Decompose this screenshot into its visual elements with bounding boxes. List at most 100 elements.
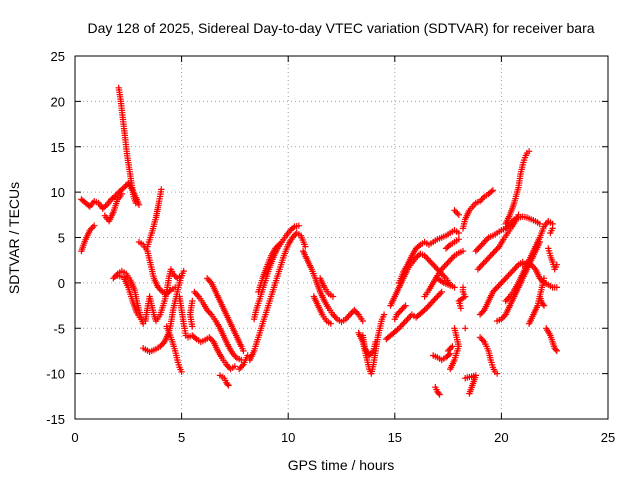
data-point bbox=[493, 246, 500, 253]
data-point bbox=[462, 375, 469, 382]
data-point bbox=[476, 198, 484, 205]
series-arc-y bbox=[359, 332, 379, 359]
y-axis-label: SDTVAR / TECUs bbox=[6, 182, 22, 294]
data-point bbox=[428, 260, 435, 267]
series-arc-as bbox=[536, 293, 548, 309]
data-point bbox=[482, 237, 489, 244]
data-point bbox=[427, 258, 434, 265]
data-point bbox=[192, 290, 199, 297]
series-arc-p bbox=[216, 372, 232, 389]
data-point bbox=[398, 306, 405, 314]
data-point bbox=[515, 211, 522, 218]
data-point bbox=[490, 249, 497, 256]
series-arc-ax bbox=[442, 236, 462, 252]
data-point bbox=[553, 284, 560, 291]
data-point bbox=[189, 323, 196, 330]
y-tick-label: -5 bbox=[53, 321, 65, 336]
data-point bbox=[491, 247, 499, 255]
data-point bbox=[478, 196, 485, 203]
series-arc-aw bbox=[391, 302, 409, 323]
series-arc-am bbox=[476, 258, 526, 318]
data-point bbox=[290, 232, 298, 240]
data-point bbox=[452, 208, 460, 215]
data-point bbox=[503, 296, 511, 303]
data-point bbox=[102, 202, 109, 210]
data-point bbox=[224, 362, 231, 370]
data-point bbox=[393, 311, 401, 318]
data-point bbox=[436, 391, 443, 398]
data-point bbox=[415, 242, 423, 250]
data-point bbox=[455, 236, 462, 243]
data-point bbox=[238, 362, 246, 370]
data-point bbox=[396, 308, 403, 315]
data-point bbox=[552, 346, 559, 353]
series-arc-q bbox=[236, 352, 251, 373]
y-tick-label: -10 bbox=[46, 367, 65, 382]
data-point bbox=[441, 263, 448, 270]
data-point bbox=[421, 306, 428, 314]
data-point bbox=[206, 334, 213, 341]
series-arc-aq bbox=[519, 259, 560, 291]
data-point bbox=[438, 266, 445, 273]
data-point bbox=[439, 272, 447, 279]
data-point bbox=[86, 227, 94, 234]
series-arc-ap bbox=[502, 218, 556, 305]
data-point bbox=[273, 243, 280, 251]
data-point bbox=[229, 350, 236, 357]
series-arc-av bbox=[547, 225, 556, 237]
data-point bbox=[430, 297, 437, 305]
data-point bbox=[400, 320, 407, 327]
series-arc-v bbox=[310, 293, 334, 327]
data-point bbox=[502, 297, 509, 305]
data-point bbox=[480, 260, 487, 267]
data-point bbox=[488, 188, 495, 195]
data-point bbox=[502, 275, 509, 282]
data-point bbox=[380, 311, 388, 318]
data-point bbox=[445, 351, 452, 359]
series-arc-ah bbox=[462, 325, 469, 332]
data-point bbox=[438, 288, 445, 296]
data-point bbox=[132, 199, 139, 207]
ticks-layer: 0 5 10 15 20 25 -15 -10 -5 0 5 10 15 20 25 bbox=[46, 49, 615, 445]
data-point bbox=[346, 311, 354, 318]
data-point bbox=[454, 210, 461, 217]
data-point bbox=[231, 352, 238, 359]
data-point bbox=[540, 275, 548, 282]
series-arc-g bbox=[142, 266, 187, 325]
data-point bbox=[449, 343, 456, 350]
data-point bbox=[430, 261, 437, 268]
data-point bbox=[513, 263, 521, 270]
data-point bbox=[459, 247, 467, 255]
data-point bbox=[445, 242, 452, 250]
data-point bbox=[157, 343, 164, 350]
data-point bbox=[89, 224, 96, 231]
data-point bbox=[366, 352, 373, 359]
data-point bbox=[394, 326, 401, 333]
data-point bbox=[425, 257, 433, 264]
data-point bbox=[499, 278, 506, 285]
data-point bbox=[158, 341, 165, 349]
chart-title: Day 128 of 2025, Sidereal Day-to-day VTE… bbox=[87, 20, 594, 36]
data-point bbox=[225, 382, 232, 389]
data-point bbox=[302, 243, 309, 250]
data-point bbox=[435, 389, 442, 397]
series-arc-l bbox=[176, 293, 239, 373]
data-point bbox=[434, 293, 441, 300]
data-point bbox=[493, 284, 501, 291]
data-point bbox=[237, 364, 244, 371]
series-arc-at bbox=[543, 325, 560, 355]
data-point bbox=[447, 257, 454, 264]
data-point bbox=[118, 190, 126, 198]
data-point bbox=[447, 344, 455, 352]
data-point bbox=[154, 284, 162, 291]
data-point bbox=[156, 285, 163, 293]
data-point bbox=[445, 258, 452, 265]
data-point bbox=[401, 319, 408, 326]
series-arc-ag bbox=[455, 284, 469, 312]
data-point bbox=[477, 263, 484, 270]
series-arc-i bbox=[144, 186, 165, 250]
y-tick-label: -15 bbox=[46, 412, 65, 427]
data-point bbox=[451, 284, 458, 291]
data-point bbox=[398, 322, 406, 329]
